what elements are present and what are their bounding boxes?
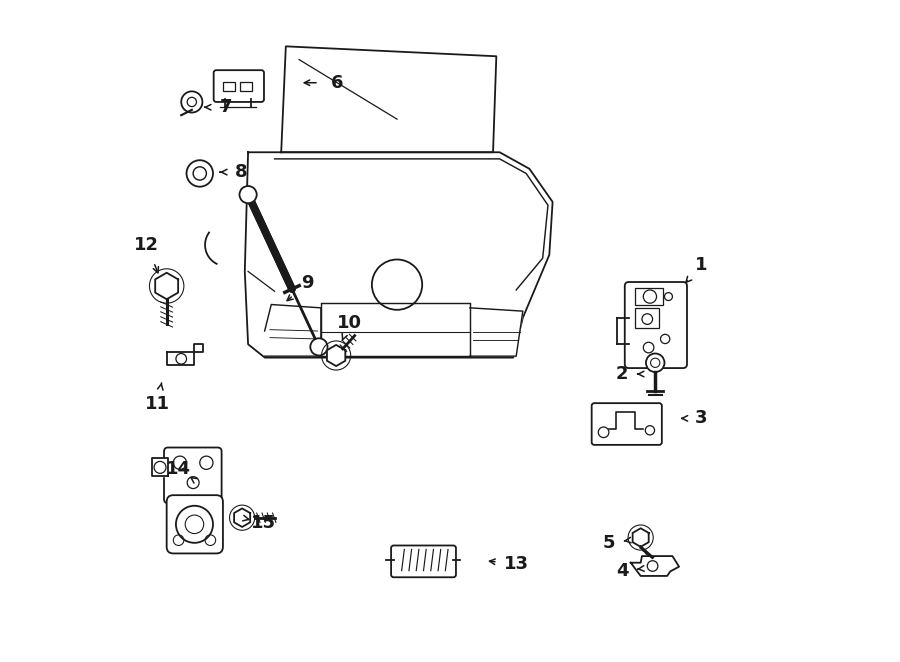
Text: 14: 14 — [166, 459, 191, 478]
Circle shape — [181, 91, 202, 113]
Polygon shape — [327, 345, 346, 366]
Circle shape — [239, 186, 256, 203]
FancyBboxPatch shape — [164, 448, 221, 503]
Text: 2: 2 — [616, 365, 628, 383]
Polygon shape — [633, 528, 649, 547]
Polygon shape — [470, 308, 523, 356]
Polygon shape — [155, 273, 178, 299]
Text: 5: 5 — [603, 534, 615, 552]
Text: 8: 8 — [235, 163, 248, 181]
Bar — [223, 82, 235, 91]
Text: 11: 11 — [145, 395, 170, 413]
Bar — [635, 308, 659, 328]
Text: 6: 6 — [331, 73, 344, 92]
FancyBboxPatch shape — [625, 282, 687, 368]
Circle shape — [310, 338, 328, 355]
Polygon shape — [234, 508, 250, 527]
FancyBboxPatch shape — [213, 70, 264, 102]
FancyBboxPatch shape — [392, 545, 456, 577]
Text: 10: 10 — [337, 314, 362, 332]
Polygon shape — [265, 305, 321, 356]
Circle shape — [186, 160, 213, 187]
Polygon shape — [631, 556, 680, 576]
Polygon shape — [281, 46, 496, 152]
Text: 15: 15 — [251, 514, 275, 532]
Bar — [321, 303, 470, 356]
Bar — [240, 82, 252, 91]
Text: 9: 9 — [302, 274, 314, 293]
FancyBboxPatch shape — [166, 495, 223, 553]
Text: 3: 3 — [696, 409, 707, 428]
Text: 13: 13 — [504, 555, 528, 573]
Text: 12: 12 — [134, 236, 159, 254]
Polygon shape — [166, 344, 203, 365]
FancyBboxPatch shape — [591, 403, 662, 445]
Bar — [635, 288, 663, 305]
Circle shape — [646, 354, 664, 372]
Text: 7: 7 — [220, 98, 232, 117]
Text: 1: 1 — [696, 256, 707, 274]
Text: 4: 4 — [616, 561, 628, 580]
Polygon shape — [152, 458, 168, 476]
Polygon shape — [245, 152, 553, 357]
